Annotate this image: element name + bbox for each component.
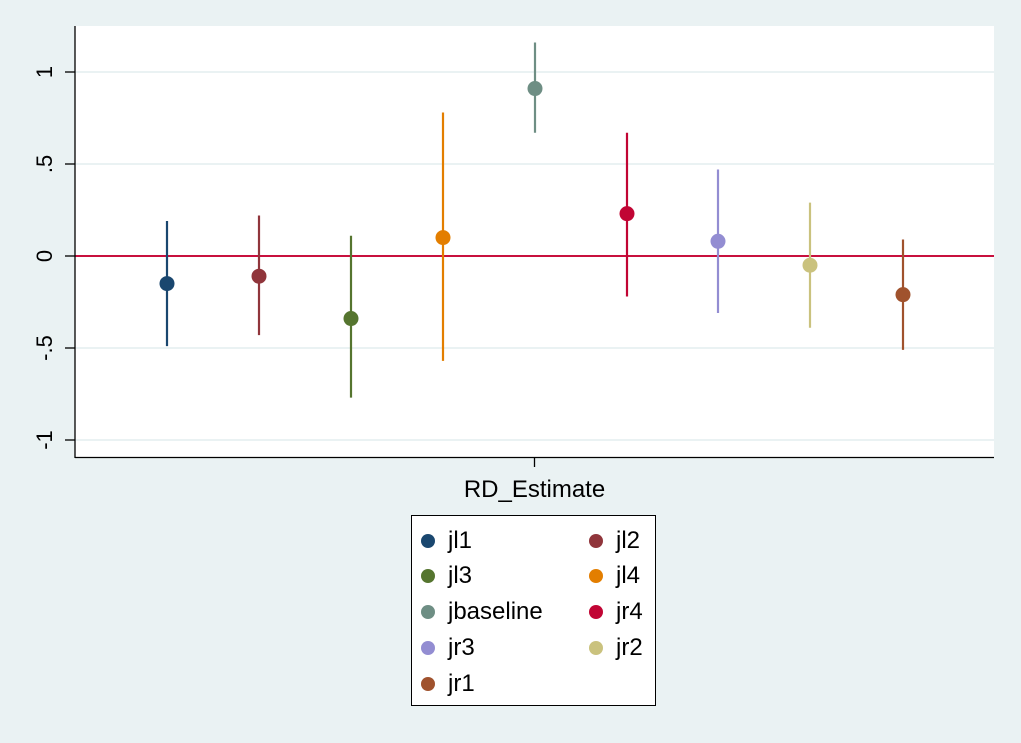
y-tick-label: -1 (32, 430, 57, 450)
legend-marker-icon (589, 641, 603, 655)
y-axis-ticks: 1 .5 0 -.5 -1 (32, 66, 75, 450)
point-estimate (251, 268, 267, 284)
point-estimate (895, 287, 911, 303)
legend-marker-icon (421, 569, 435, 583)
series-jl4 (435, 112, 451, 361)
legend-marker-icon (421, 605, 435, 619)
y-tick-label: .5 (32, 155, 57, 173)
legend-label: jl1 (448, 527, 473, 554)
legend-item-jr1: jr1 (421, 669, 475, 699)
point-estimate (527, 81, 543, 97)
series-jr1 (895, 239, 911, 350)
legend-item-jl3: jl3 (421, 561, 472, 591)
series-jl2 (251, 215, 267, 336)
point-estimate (802, 257, 818, 273)
legend-label: jbaseline (448, 598, 543, 625)
legend-label: jr4 (616, 598, 643, 625)
legend-marker-icon (589, 569, 603, 583)
series-jbaseline (527, 42, 543, 133)
point-estimate (710, 233, 726, 249)
legend-item-jl2: jl2 (589, 526, 640, 556)
legend-marker-icon (421, 534, 435, 548)
point-estimate (619, 206, 635, 222)
series-jl3 (343, 235, 359, 398)
legend-item-jr3: jr3 (421, 633, 475, 663)
legend-label: jl4 (616, 562, 641, 589)
series-jr3 (710, 169, 726, 314)
legend-label: jl2 (616, 527, 641, 554)
legend-marker-icon (421, 677, 435, 691)
y-tick-label: 0 (32, 250, 57, 262)
point-estimate (343, 311, 359, 327)
point-estimate (159, 276, 175, 292)
legend-label: jr1 (448, 670, 475, 697)
gridlines (75, 71, 994, 441)
legend-marker-icon (589, 534, 603, 548)
series-layer (159, 42, 911, 398)
y-tick-label: -.5 (32, 335, 57, 361)
point-estimate (435, 230, 451, 246)
legend-label: jr2 (616, 634, 643, 661)
series-jl1 (159, 221, 175, 347)
series-jr4 (619, 132, 635, 297)
legend-marker-icon (421, 641, 435, 655)
series-jr2 (802, 202, 818, 328)
legend-item-jbaseline: jbaseline (421, 597, 543, 627)
legend: jl1 jl2 jl3 jl4 jbaseline jr4 jr3 jr2 jr1 (411, 515, 656, 706)
legend-item-jr2: jr2 (589, 633, 643, 663)
legend-item-jl4: jl4 (589, 561, 640, 591)
legend-item-jr4: jr4 (589, 597, 643, 627)
legend-item-jl1: jl1 (421, 526, 472, 556)
y-tick-label: 1 (32, 66, 57, 78)
x-axis-label: RD_Estimate (464, 476, 605, 503)
legend-marker-icon (589, 605, 603, 619)
legend-label: jl3 (448, 562, 473, 589)
legend-label: jr3 (448, 634, 475, 661)
